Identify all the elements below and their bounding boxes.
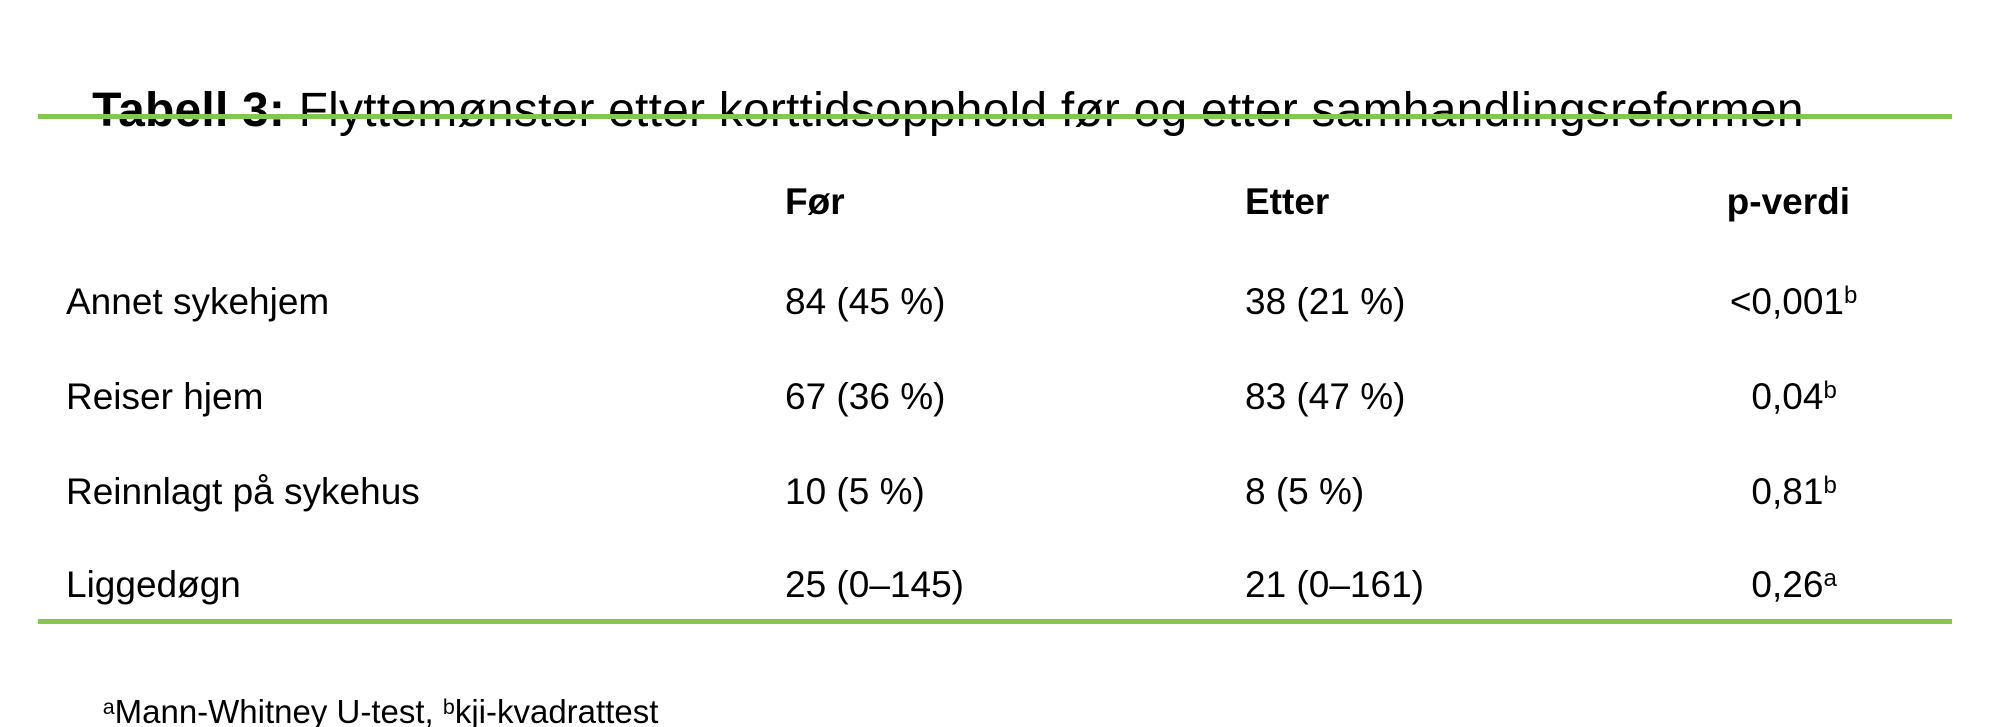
table-row: Reiser hjem 67 (36 %) 83 (47 %) 0,04b: [0, 375, 2000, 419]
table-row: Annet sykehjem 84 (45 %) 38 (21 %) <0,00…: [0, 280, 2000, 324]
row-label: Annet sykehjem: [66, 281, 330, 322]
p-value: 0,81b: [1600, 470, 1837, 514]
before-value: 67 (36 %): [785, 376, 946, 417]
p-value-decimals: ,26: [1772, 564, 1824, 605]
p-value-frac: ,26a: [1772, 563, 1837, 607]
p-value-int: <0: [1729, 281, 1772, 322]
p-value-int: 0: [1751, 376, 1772, 417]
p-value-decimals: ,001: [1772, 281, 1845, 322]
table-title: Tabell 3: Flyttemønster etter korttidsop…: [38, 27, 1804, 195]
p-value-decimals: ,04: [1772, 376, 1824, 417]
p-value-int: 0: [1751, 471, 1772, 512]
row-label: Reiser hjem: [66, 376, 264, 417]
p-value-frac: ,001b: [1772, 280, 1857, 324]
footnote-marker: b: [1823, 472, 1837, 500]
after-value: 38 (21 %): [1245, 281, 1406, 322]
row-label: Liggedøgn: [66, 564, 241, 605]
after-value: 21 (0–161): [1245, 564, 1424, 605]
before-value: 84 (45 %): [785, 281, 946, 322]
top-rule-divider: [38, 114, 1952, 119]
p-value: 0,26a: [1600, 563, 1837, 607]
p-value-frac: ,81b: [1772, 470, 1837, 514]
footnote-marker: b: [1844, 282, 1858, 310]
footnote-text-a: Mann-Whitney U-test,: [114, 693, 443, 727]
p-value: <0,001b: [1600, 280, 1858, 324]
bottom-rule-divider: [38, 619, 1952, 624]
after-value: 8 (5 %): [1245, 471, 1365, 512]
before-value: 25 (0–145): [785, 564, 964, 605]
table-footnote: aMann-Whitney U-test, bkji-kvadrattest: [66, 652, 659, 727]
p-value-int: 0: [1751, 564, 1772, 605]
footnote-marker: b: [1823, 377, 1837, 405]
footnote-marker: a: [1823, 565, 1837, 593]
after-value: 83 (47 %): [1245, 376, 1406, 417]
p-value-frac: ,04b: [1772, 375, 1837, 419]
table-title-text: Flyttemønster etter korttidsopphold før …: [285, 84, 1804, 137]
table-row: Liggedøgn 25 (0–145) 21 (0–161) 0,26a: [0, 563, 2000, 607]
column-header-pvalue: p-verdi: [1726, 181, 1850, 222]
before-value: 10 (5 %): [785, 471, 925, 512]
table-number-label: Tabell 3:: [92, 84, 286, 137]
p-value-decimals: ,81: [1772, 471, 1824, 512]
footnote-text-b: kji-kvadrattest: [454, 693, 659, 727]
table-row: Reinnlagt på sykehus 10 (5 %) 8 (5 %) 0,…: [0, 470, 2000, 514]
footnote-marker-a: a: [102, 695, 115, 720]
p-value: 0,04b: [1600, 375, 1837, 419]
column-header-after: Etter: [1245, 181, 1330, 222]
footnote-marker-b: b: [442, 695, 455, 720]
column-header-before: Før: [785, 181, 845, 222]
row-label: Reinnlagt på sykehus: [66, 471, 420, 512]
table-header-row: Før Etter p-verdi: [0, 180, 2000, 224]
